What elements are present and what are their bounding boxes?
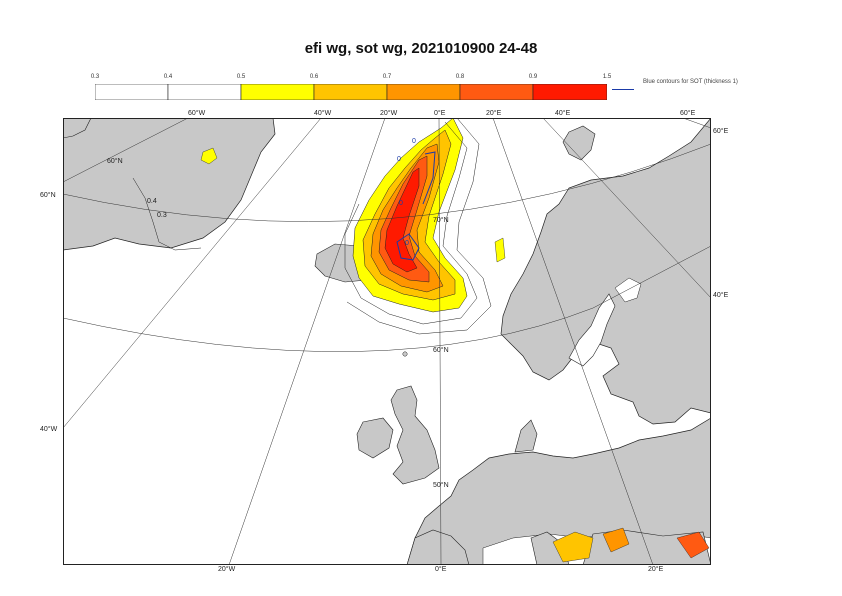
iberia [406,529,470,565]
gulf-of-bothnia [568,293,616,367]
colorbar-bin [313,84,388,100]
lon-label-bottom: 20°E [648,566,664,573]
lat-label-left: 40°W [40,426,58,433]
efi-contour-0p3 [346,118,492,335]
sot-label: 0 [399,200,403,207]
map-panel [63,118,711,565]
great-britain [390,385,440,485]
efi-contour-label: 0.3 [157,212,167,219]
colorbar-tick: 0.6 [309,74,319,80]
colorbar-tick: 0.8 [455,74,465,80]
sot-label: 0 [397,156,401,163]
lon-label-top: 20°W [380,110,398,117]
finland-lakes [614,277,642,303]
colorbar [95,84,607,100]
chart-title: efi wg, sot wg, 2021010900 24-48 [304,40,538,57]
svalbard [562,125,596,161]
efi-contour-0p4 [344,121,478,325]
scandinavia-russia [500,118,711,425]
colorbar-bin [167,84,242,100]
meridian-60w [63,118,189,183]
colorbar-tick: 1.5 [602,74,612,80]
sot-legend-note: Blue contours for SOT (thickness 1) [643,79,738,85]
lon-label-top: 60°E [680,110,696,117]
colorbar-bin [532,84,607,100]
efi-spot-scandinavia [494,237,506,263]
lat-label-right: 60°E [713,128,729,135]
graticule-label: 70°N [433,217,449,224]
meridian-60e [682,118,711,129]
map-frame [63,118,711,565]
denmark [514,419,538,453]
faroes [402,351,408,357]
colorbar-tick-row: 0.3 0.4 0.5 0.6 0.7 0.8 0.9 1.5 [0,74,842,84]
meridian-40w [63,118,322,429]
colorbar-bin [386,84,461,100]
meridian-40e [542,118,711,299]
meridian-20e [492,118,654,565]
lat-label-left: 60°N [40,192,56,199]
lon-label-top: 20°E [486,110,502,117]
efi-band-0p9 [384,167,420,273]
lon-label-top: 40°W [314,110,332,117]
lon-label-top: 0°E [434,110,446,117]
efi-contour-label: 0.4 [147,198,157,205]
sot-label: 0 [405,240,409,247]
graticule-label: 50°N [433,482,449,489]
graticule-label: 60°N [433,347,449,354]
efi-spot-greenland [200,147,218,165]
continental-europe [406,417,711,565]
parallel-60n [63,245,711,352]
lon-label-bottom: 0°E [435,566,447,573]
colorbar-tick: 0.7 [382,74,392,80]
sot-contour [422,151,436,205]
colorbar-bin [459,84,534,100]
colorbar-tick: 0.4 [163,74,173,80]
efi-spot-south-1 [552,531,594,563]
lon-label-bottom: 20°W [218,566,236,573]
lon-label-top: 40°E [555,110,571,117]
efi-contour-greenland [132,177,202,251]
greenland [63,118,276,251]
sot-label: 0 [412,138,416,145]
colorbar-tick: 0.5 [236,74,246,80]
efi-spot-south-2 [602,527,630,553]
sot-legend-line [612,89,634,90]
efi-spot-south-3 [676,531,710,559]
parallel-70n [63,143,711,222]
colorbar-bin [240,84,315,100]
colorbar-tick: 0.3 [90,74,100,80]
graticule-label: 60°N [107,158,123,165]
meridian-20w [228,118,386,565]
colorbar-tick: 0.9 [528,74,538,80]
meridian-0e [438,118,442,565]
baffin [63,118,92,139]
lat-label-right: 40°E [713,292,729,299]
sot-contour [396,233,420,261]
ireland [356,417,394,459]
lon-label-top: 60°W [188,110,206,117]
colorbar-bin [95,84,169,100]
